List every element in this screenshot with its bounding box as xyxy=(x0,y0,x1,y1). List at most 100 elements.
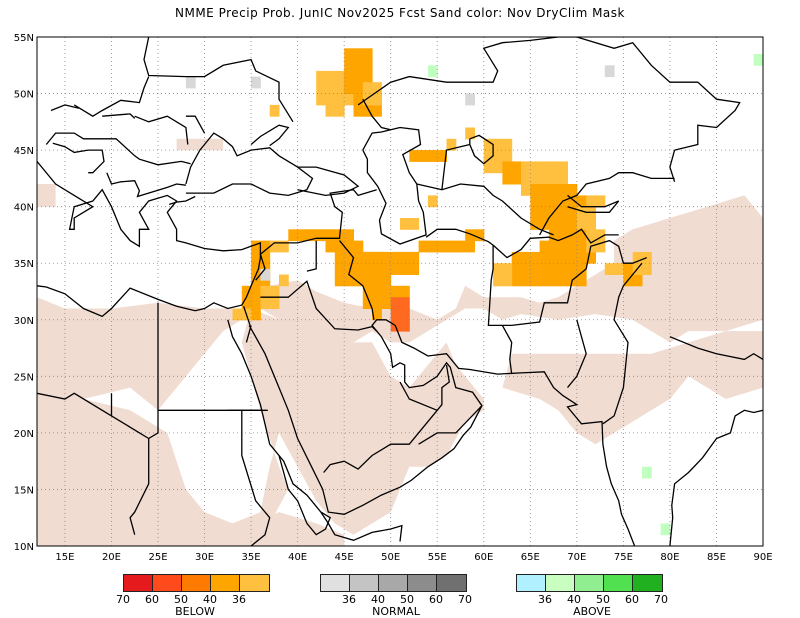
below-legend-swatch xyxy=(240,575,269,591)
probability-cell xyxy=(548,195,559,208)
longitude-label: 45E xyxy=(335,552,354,560)
coastline-or-border xyxy=(129,302,159,535)
coastline-or-border xyxy=(106,172,186,198)
probability-cell xyxy=(502,263,513,275)
probability-cell xyxy=(539,251,550,264)
normal-legend-swatch xyxy=(437,575,466,591)
probability-cell xyxy=(576,251,587,264)
probability-cell xyxy=(372,104,382,117)
probability-cell xyxy=(334,104,345,117)
probability-cell xyxy=(325,82,336,94)
probability-cell xyxy=(372,308,382,321)
probability-cell xyxy=(344,274,354,287)
coastline-or-border xyxy=(357,37,741,151)
probability-cell xyxy=(548,240,559,253)
coastline-or-border xyxy=(227,319,403,542)
probability-cell xyxy=(279,240,289,253)
probability-cell xyxy=(353,93,364,106)
probability-cell xyxy=(455,240,466,253)
coastline-or-border xyxy=(539,172,675,236)
probability-cell xyxy=(418,240,429,253)
coastline-or-border xyxy=(278,455,332,536)
probability-cell xyxy=(548,161,559,174)
probability-cell xyxy=(539,263,550,275)
probability-cell xyxy=(437,240,447,253)
probability-cell xyxy=(539,172,550,185)
probability-cell xyxy=(586,195,596,208)
probability-cell xyxy=(185,76,196,89)
probability-cell xyxy=(409,263,420,275)
coastline-or-border xyxy=(185,132,314,197)
longitude-label: 35E xyxy=(242,552,261,560)
probability-cell xyxy=(334,251,345,264)
longitude-label: 70E xyxy=(567,552,586,560)
latitude-label: 50N xyxy=(14,90,34,101)
probability-cell xyxy=(316,70,326,83)
probability-cell xyxy=(362,285,373,298)
coastline-or-border xyxy=(399,381,438,411)
probability-cell xyxy=(511,251,522,264)
probability-cell xyxy=(344,48,354,61)
probability-cell xyxy=(595,240,606,253)
probability-cell xyxy=(260,285,271,298)
longitude-axis-labels: 15E 20E 25E 30E 35E 40E 45E 50E 55E 60E 65E 70E 75E 8… xyxy=(55,552,772,560)
normal-legend-tick: 70 xyxy=(458,593,472,606)
probability-cell xyxy=(316,229,326,242)
probability-cell xyxy=(316,93,326,106)
probability-cell xyxy=(381,285,392,298)
probability-cell xyxy=(521,274,531,287)
probability-cell xyxy=(483,138,494,151)
probability-cell xyxy=(269,297,280,309)
probability-cell xyxy=(753,54,763,66)
probability-cell xyxy=(353,48,364,61)
coastline-or-border xyxy=(602,262,643,425)
probability-cell xyxy=(539,206,550,219)
probability-cell xyxy=(632,274,643,287)
latitude-label: 10N xyxy=(14,542,34,553)
probability-cell xyxy=(409,218,420,230)
probability-cell xyxy=(558,251,568,264)
below-legend-swatch xyxy=(124,575,153,591)
probability-cell xyxy=(567,263,578,275)
coastline-or-border xyxy=(669,409,763,546)
latitude-label: 45N xyxy=(14,146,34,157)
normal-legend-tick: 50 xyxy=(400,593,414,606)
probability-cell xyxy=(530,184,541,196)
longitude-label: 85E xyxy=(707,552,726,560)
probability-cell xyxy=(251,263,261,275)
probability-cell xyxy=(251,240,261,253)
probability-cell xyxy=(390,285,401,298)
probability-cell xyxy=(474,229,485,242)
probability-cell xyxy=(558,229,568,242)
probability-cell xyxy=(400,285,410,298)
coastline-or-border xyxy=(248,319,636,546)
longitude-label: 75E xyxy=(614,552,633,560)
probability-cell xyxy=(595,195,606,208)
coastline-or-border xyxy=(242,305,251,326)
longitude-label: 90E xyxy=(753,552,772,560)
coastline-or-border xyxy=(669,149,676,182)
probability-cell xyxy=(344,240,354,253)
probability-cell xyxy=(539,274,550,287)
probability-cell xyxy=(372,285,382,298)
probability-cell xyxy=(362,48,373,61)
coastline-or-border xyxy=(134,115,189,145)
probability-cell xyxy=(390,251,401,264)
probability-cell xyxy=(530,274,541,287)
probability-cell xyxy=(381,274,392,287)
probability-cell xyxy=(493,161,503,174)
above-legend-swatch xyxy=(575,575,604,591)
dry-mask-region xyxy=(502,331,763,445)
probability-cell xyxy=(511,161,522,174)
above-legend-label: ABOVE xyxy=(573,605,611,618)
coastline-or-border xyxy=(185,115,206,134)
coastline-or-border xyxy=(416,183,554,236)
above-legend-tick: 70 xyxy=(654,593,668,606)
probability-cell xyxy=(390,263,401,275)
probability-cell xyxy=(381,263,392,275)
latitude-label: 20N xyxy=(14,429,34,440)
coastline-or-border xyxy=(418,405,483,445)
longitude-label: 40E xyxy=(288,552,307,560)
probability-cell xyxy=(372,82,382,94)
probability-cell xyxy=(530,206,541,219)
